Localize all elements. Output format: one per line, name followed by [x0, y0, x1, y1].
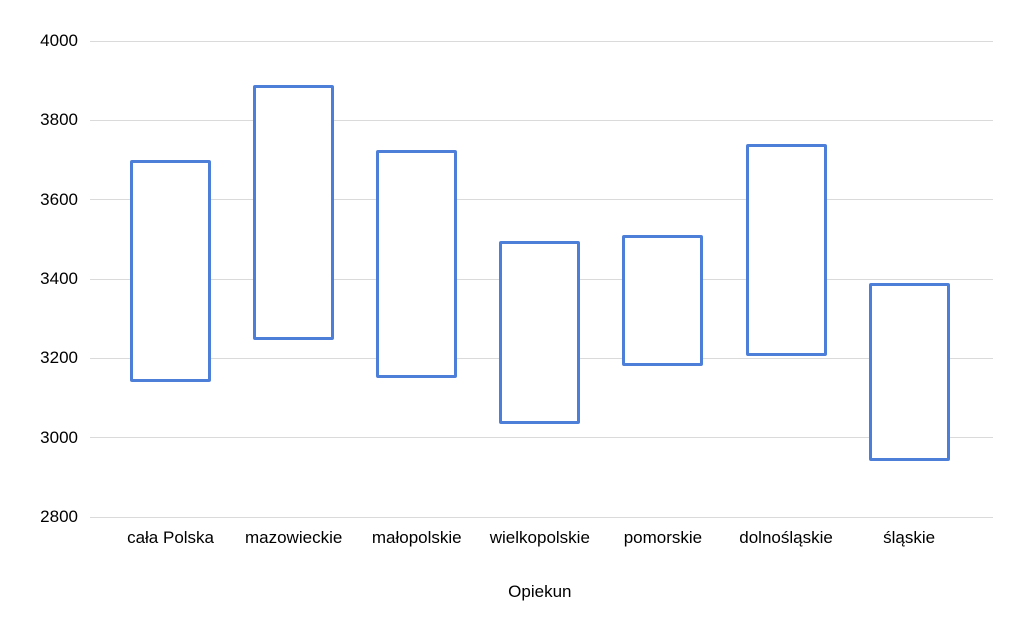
range-bar-śląskie[interactable]: [868, 282, 950, 462]
gridline-3600: [90, 199, 993, 201]
y-tick-label-2800: 2800: [40, 507, 78, 526]
x-tick-label-cała Polska: cała Polska: [127, 528, 215, 547]
gridline-2800: [90, 516, 993, 518]
x-tick-label-małopolskie: małopolskie: [371, 528, 462, 547]
y-tick-label-3400: 3400: [40, 269, 78, 288]
x-tick-label-mazowieckie: mazowieckie: [244, 528, 343, 547]
range-bar-mazowieckie[interactable]: [253, 84, 335, 341]
y-tick-label-3800: 3800: [40, 110, 78, 130]
range-bar-wielkopolskie[interactable]: [499, 241, 581, 424]
gridline-3000: [90, 437, 993, 439]
range-bar-pomorskie[interactable]: [622, 235, 704, 367]
gridline-3800: [90, 119, 993, 121]
range-bar-małopolskie[interactable]: [376, 150, 458, 379]
x-tick-label-dolnośląskie: dolnośląskie: [739, 528, 833, 547]
x-tick-label-pomorskie: pomorskie: [623, 528, 703, 547]
gridline-4000: [90, 40, 993, 42]
x-tick-label-wielkopolskie: wielkopolskie: [489, 528, 590, 547]
plot-area: [90, 40, 993, 518]
y-tick-label-4000: 4000: [40, 31, 78, 50]
x-tick-label-śląskie: śląskie: [883, 528, 936, 547]
range-bar-dolnośląskie[interactable]: [745, 144, 827, 357]
x-axis-title: Opiekun: [508, 582, 572, 601]
range-bar-cała Polska[interactable]: [130, 160, 212, 383]
y-tick-label-3000: 3000: [40, 427, 78, 447]
y-tick-label-3600: 3600: [40, 189, 78, 209]
y-tick-label-3200: 3200: [40, 348, 78, 368]
